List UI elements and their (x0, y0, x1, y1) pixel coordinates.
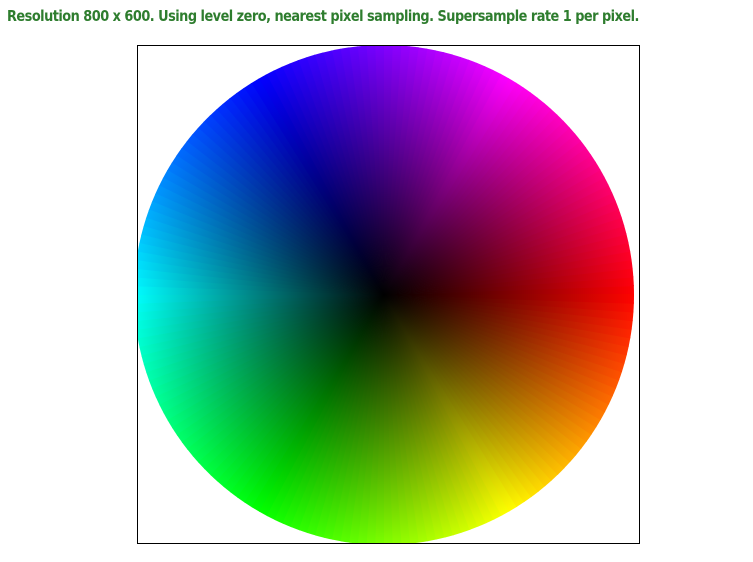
render-status-text: Resolution 800 x 600. Using level zero, … (7, 7, 639, 25)
render-viewport (137, 45, 640, 544)
color-wheel-slices (138, 46, 635, 543)
color-wheel (138, 46, 635, 543)
wheel-brightness-overlay (138, 46, 634, 543)
